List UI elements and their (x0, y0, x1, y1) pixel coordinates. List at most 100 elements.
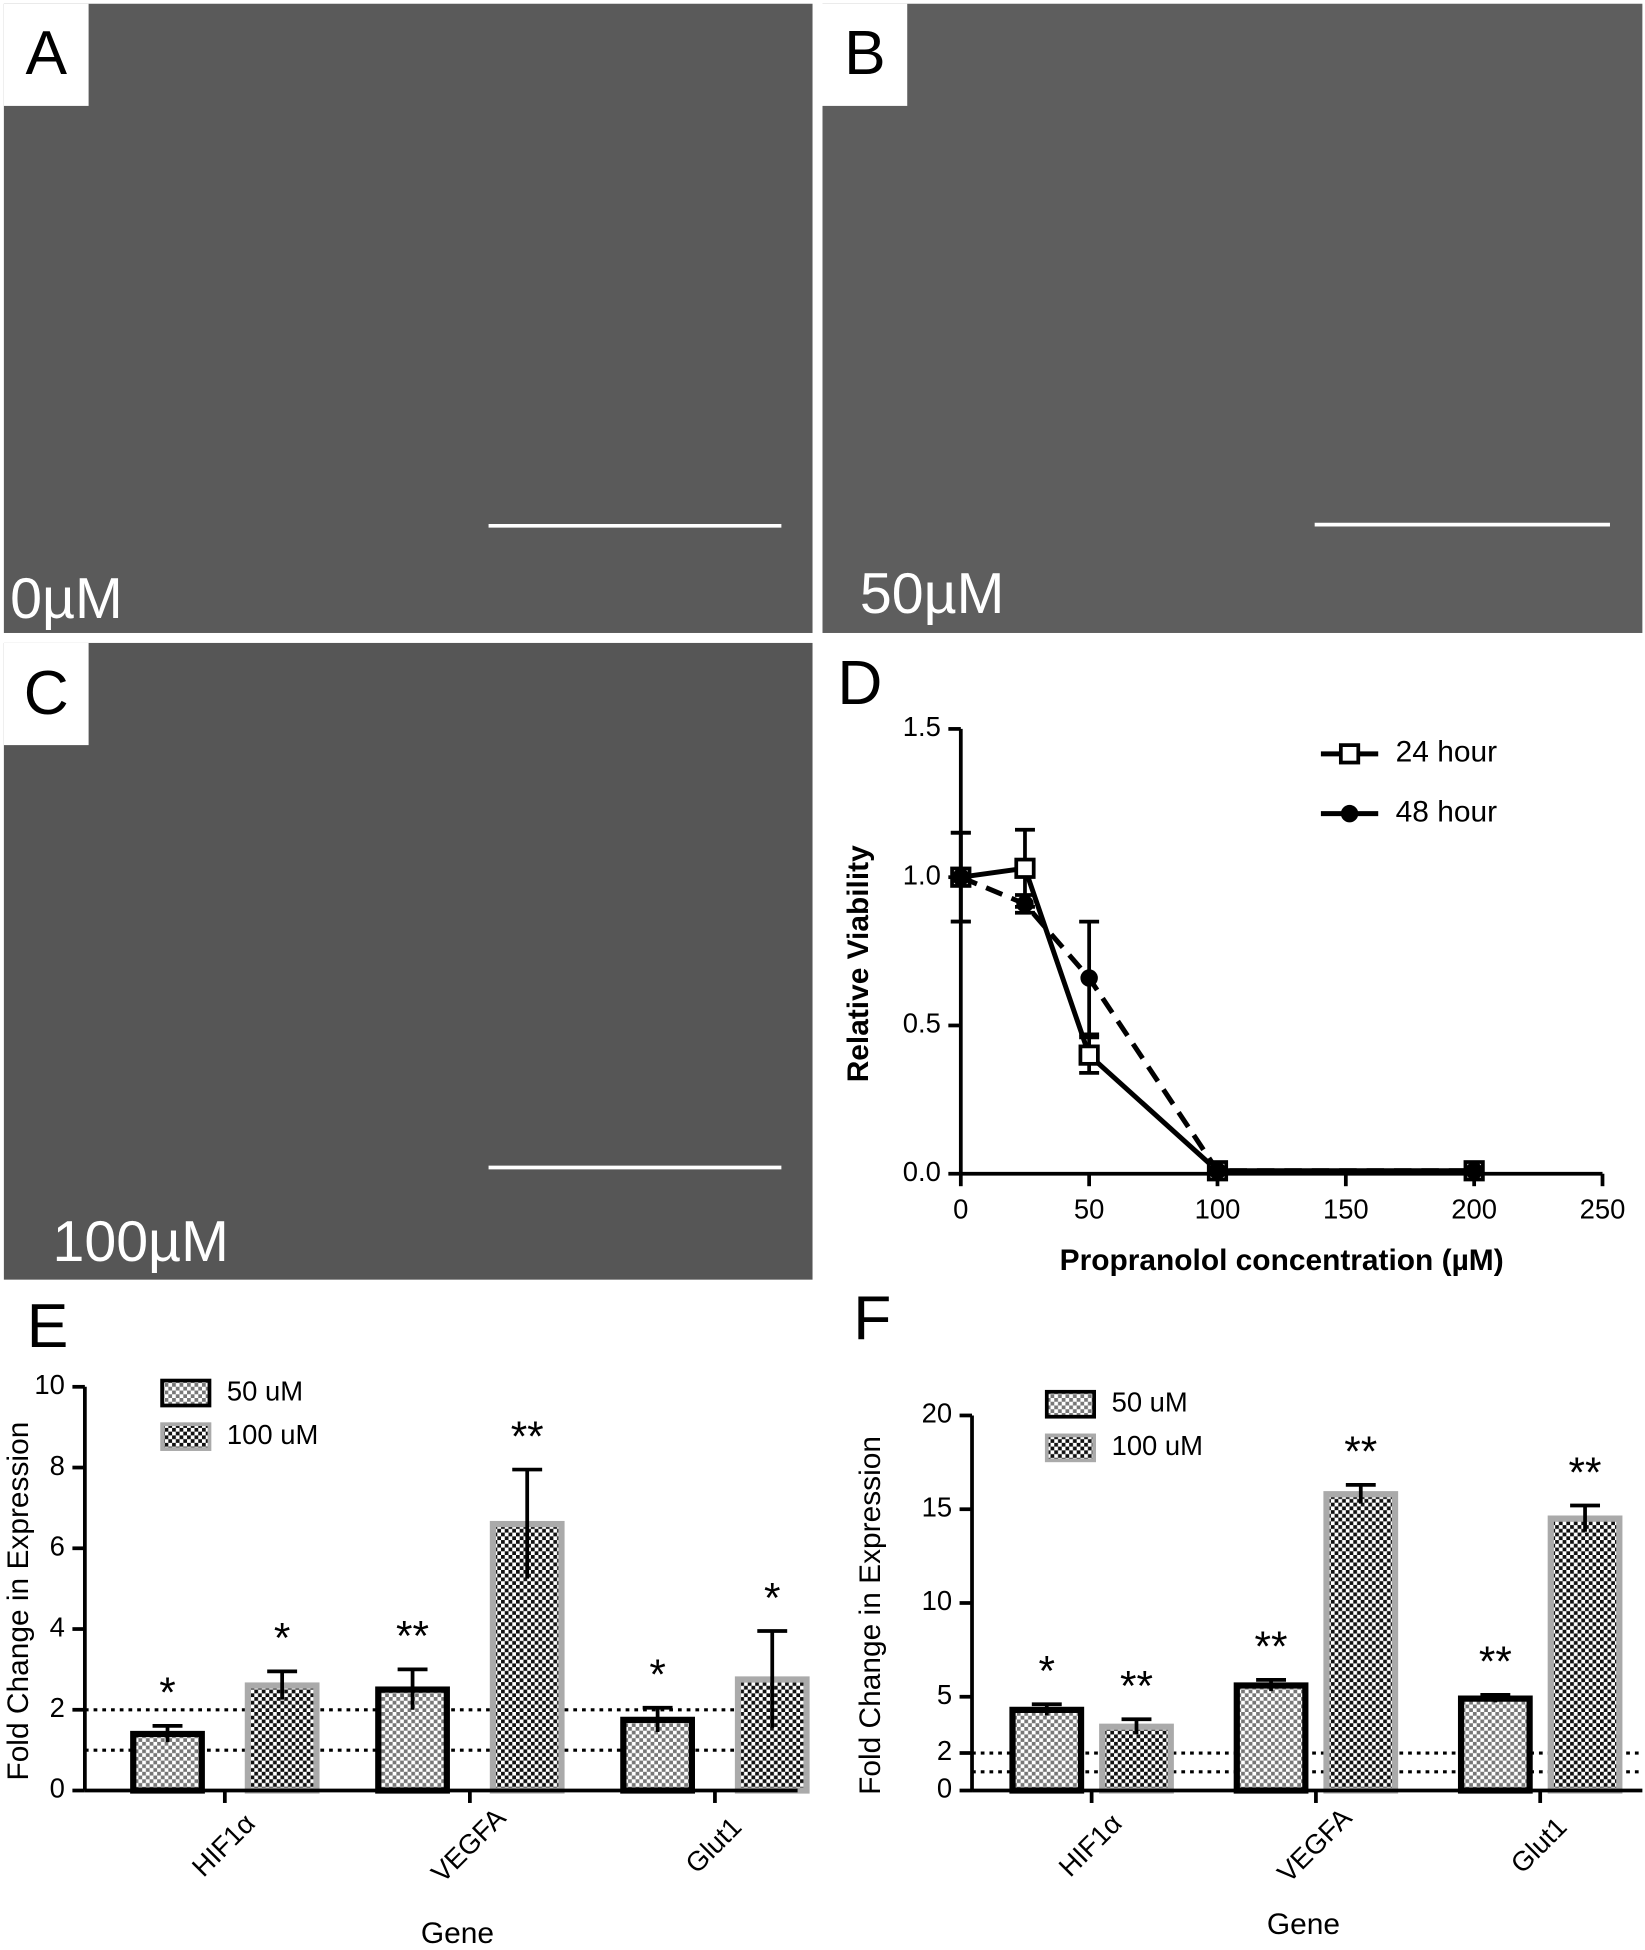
error-bar (1480, 1692, 1511, 1703)
panel-letter: B (844, 19, 886, 88)
y-tick-label: 0.5 (903, 1008, 941, 1039)
marker (1340, 804, 1359, 823)
error-bar (1256, 1677, 1287, 1692)
panel-letter: F (853, 1285, 891, 1354)
marker (1078, 1044, 1100, 1066)
micrograph (3, 642, 813, 1280)
y-tick-label: 8 (50, 1450, 65, 1481)
legend-swatch (1044, 1389, 1096, 1419)
marker (1465, 1162, 1483, 1180)
bar (130, 1730, 205, 1794)
y-tick-label: 6 (50, 1531, 65, 1562)
marker (1014, 857, 1036, 879)
significance-label: * (764, 1574, 781, 1621)
y-tick-label: 0 (937, 1773, 952, 1804)
legend-label: 100 uM (1112, 1430, 1203, 1461)
y-tick-label: 1.5 (903, 711, 941, 742)
marker (952, 868, 970, 886)
error-bar (512, 1467, 543, 1579)
marker (1208, 1162, 1227, 1180)
y-tick-label: 2 (50, 1692, 65, 1723)
x-tick-label: 100 (1195, 1193, 1241, 1224)
x-tick-label: HIF1α (186, 1807, 261, 1882)
y-axis-title: Fold Change in Expression (854, 1436, 887, 1795)
significance-label: ** (1344, 1428, 1377, 1475)
bar (1233, 1682, 1309, 1794)
bar (1009, 1706, 1085, 1794)
chart-f: * **HIF1α****VEGFA****Glut1025101520Fold … (853, 1285, 1643, 1941)
bar (244, 1682, 320, 1794)
bar (1457, 1695, 1533, 1794)
y-tick-label: 10 (34, 1369, 64, 1400)
y-tick-label: 1.0 (903, 859, 941, 890)
x-axis-title: Gene (1267, 1908, 1340, 1941)
y-tick-label: 2 (937, 1735, 952, 1766)
letter-box (3, 642, 89, 746)
x-tick-label: Glut1 (679, 1811, 747, 1879)
y-axis-title: Relative Viability (842, 845, 875, 1082)
error-bar (267, 1669, 298, 1700)
significance-label: ** (1255, 1623, 1288, 1670)
legend-label: 24 hour (1396, 736, 1497, 769)
legend-swatch (160, 1378, 212, 1408)
x-tick-label: VEGFA (425, 1801, 512, 1888)
bar (1099, 1723, 1174, 1794)
error-bar (1570, 1503, 1601, 1532)
legend-label: 100 uM (227, 1419, 318, 1450)
error-bar (152, 1724, 183, 1743)
panel-letter: C (24, 659, 69, 728)
bar (1323, 1491, 1399, 1794)
error-bar (757, 1629, 788, 1728)
letter-box (822, 3, 908, 106)
significance-label: ** (1120, 1663, 1153, 1710)
marker (1016, 895, 1034, 913)
x-axis-title: Gene (421, 1917, 494, 1950)
significance-label: ** (1569, 1449, 1602, 1496)
micrograph (3, 3, 813, 633)
legend-swatch (160, 1422, 212, 1451)
x-tick-label: HIF1α (1052, 1807, 1127, 1882)
panel-letter: D (837, 649, 882, 718)
image-label: 0µM (10, 567, 123, 631)
x-tick-label: 0 (953, 1193, 968, 1224)
error-bar (642, 1705, 673, 1732)
significance-label: * (159, 1669, 176, 1716)
legend-label: 50 uM (1112, 1386, 1188, 1417)
marker (1338, 743, 1361, 765)
y-tick-label: 0.0 (903, 1156, 941, 1187)
series-line (960, 865, 1475, 1174)
legend-label: 50 uM (227, 1375, 303, 1406)
significance-label: * (274, 1615, 291, 1662)
x-tick-label: 150 (1323, 1193, 1369, 1224)
y-axis-title: Fold Change in Expression (2, 1422, 35, 1781)
series-line (959, 874, 1475, 1174)
significance-label: * (1039, 1648, 1056, 1695)
significance-label: ** (1479, 1638, 1512, 1685)
error-bar (1345, 1482, 1376, 1504)
error-bar (397, 1667, 428, 1710)
y-tick-label: 15 (922, 1491, 952, 1522)
error-bar (1031, 1702, 1062, 1716)
x-axis-title: Propranolol concentration (µM) (1060, 1244, 1504, 1277)
bar (1547, 1515, 1623, 1794)
image-panel-b: B 50µM (822, 3, 1643, 633)
significance-label: * (649, 1651, 666, 1698)
legend-label: 48 hour (1396, 796, 1497, 829)
image-label: 100µM (52, 1210, 228, 1274)
panel-letter: A (25, 19, 67, 88)
legend-swatch (1044, 1433, 1096, 1463)
x-tick-label: 50 (1074, 1193, 1104, 1224)
x-tick-label: VEGFA (1271, 1801, 1358, 1888)
image-panel-a: A 0µM (3, 3, 813, 633)
error-bar (1121, 1717, 1152, 1735)
image-label: 50µM (860, 562, 1004, 626)
significance-label: ** (396, 1613, 429, 1660)
significance-label: ** (511, 1413, 544, 1460)
panel-letter: E (27, 1292, 69, 1361)
x-tick-label: Glut1 (1504, 1811, 1572, 1879)
letter-box (3, 3, 89, 106)
chart-d: 0.0 0.5 1.0 1.5 Relative Viability D 0 50 100 150… (837, 649, 1625, 1277)
y-tick-label: 20 (922, 1398, 952, 1429)
